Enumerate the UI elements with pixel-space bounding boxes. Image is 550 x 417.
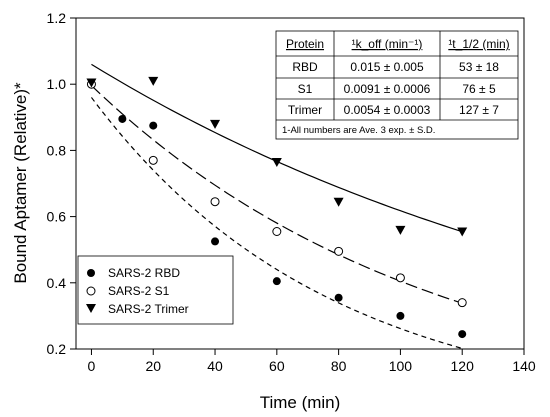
table-cell: RBD — [292, 60, 318, 74]
data-point — [148, 155, 158, 165]
table-header-thalf: ¹t_1/2 (min) — [448, 37, 509, 51]
table-cell: 76 ± 5 — [462, 82, 496, 96]
legend-label-rbd: SARS-2 RBD — [108, 266, 180, 280]
legend-label-trimer: SARS-2 Trimer — [108, 302, 189, 316]
plot-area — [75, 17, 525, 350]
x-axis-ticks: 0 20 40 60 80 100 120 140 — [88, 349, 536, 374]
table-header-koff: ¹k_off (min⁻¹) — [352, 37, 423, 51]
data-point — [210, 197, 220, 207]
fit-curve — [90, 97, 463, 350]
table-footnote: 1-All numbers are Ave. 3 exp. ± S.D. — [282, 125, 435, 136]
table-frame — [275, 30, 519, 140]
data-point — [395, 273, 405, 283]
legend-box — [77, 255, 234, 325]
x-tick-label: 80 — [331, 358, 347, 374]
y-tick-label: 0.2 — [47, 341, 67, 357]
x-tick-label: 0 — [88, 358, 96, 374]
y-tick-label: 0.6 — [47, 209, 67, 225]
data-point — [148, 76, 159, 86]
data-point — [457, 227, 468, 237]
data-point — [271, 157, 282, 167]
x-tick-label: 20 — [145, 358, 161, 374]
data-point — [334, 293, 343, 302]
kinetics-table: Protein ¹k_off (min⁻¹) ¹t_1/2 (min) RBD … — [275, 30, 519, 140]
table-cell: 127 ± 7 — [459, 103, 499, 117]
data-point — [458, 330, 467, 339]
legend-marker-trimer — [86, 304, 96, 313]
x-axis-title: Time (min) — [260, 393, 341, 412]
legend-marker-rbd — [87, 269, 95, 277]
x-tick-label: 140 — [512, 358, 536, 374]
data-point — [149, 121, 158, 130]
table-header-protein: Protein — [286, 37, 324, 51]
table-cell: 0.0091 ± 0.0006 — [344, 82, 431, 96]
data-point — [333, 197, 344, 207]
y-tick-label: 1.2 — [47, 10, 67, 26]
data-markers — [86, 76, 468, 339]
legend: SARS-2 RBD SARS-2 S1 SARS-2 Trimer — [77, 255, 234, 325]
legend-label-s1: SARS-2 S1 — [108, 284, 170, 298]
x-tick-label: 60 — [269, 358, 285, 374]
x-tick-label: 120 — [451, 358, 475, 374]
data-point — [272, 226, 282, 236]
data-point — [272, 277, 281, 286]
table-cell: 53 ± 18 — [459, 60, 499, 74]
table-cell: 0.0054 ± 0.0003 — [344, 103, 431, 117]
table-cell: Trimer — [288, 103, 322, 117]
y-axis-ticks: 0.2 0.4 0.6 0.8 1.0 1.2 — [47, 10, 76, 357]
table-cell: 0.015 ± 0.005 — [350, 60, 424, 74]
table-cell: S1 — [298, 82, 313, 96]
data-point — [334, 246, 344, 256]
data-point — [86, 78, 97, 88]
x-tick-label: 100 — [389, 358, 413, 374]
y-tick-label: 0.4 — [47, 275, 67, 291]
y-tick-label: 1.0 — [47, 76, 67, 92]
x-tick-label: 40 — [207, 358, 223, 374]
legend-marker-s1 — [86, 286, 96, 296]
data-point — [395, 225, 406, 235]
y-axis-title: Bound Aptamer (Relative)* — [11, 82, 30, 284]
data-point — [210, 119, 221, 129]
data-point — [118, 114, 127, 123]
data-point — [457, 298, 467, 308]
y-tick-label: 0.8 — [47, 142, 67, 158]
data-point — [396, 311, 405, 320]
data-point — [211, 237, 220, 246]
